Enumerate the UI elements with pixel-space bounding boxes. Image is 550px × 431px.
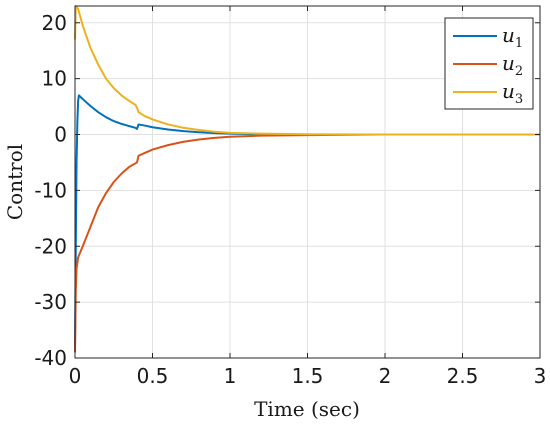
x-tick-label: 3 — [534, 364, 547, 388]
y-tick-label: 20 — [42, 11, 67, 35]
legend-subscript-2: 2 — [515, 64, 523, 79]
legend-subscript-1: 1 — [515, 36, 523, 51]
x-tick-label: 1 — [224, 364, 237, 388]
x-axis-title: Time (sec) — [254, 397, 360, 421]
tick-layer: 0 0.5 1 1.5 2 2.5 3 -40 -30 -20 -10 0 10 20 — [34, 6, 546, 388]
y-tick-label: -40 — [34, 346, 67, 370]
x-tick-label: 2 — [379, 364, 392, 388]
x-tick-label: 0.5 — [137, 364, 169, 388]
x-tick-label: 0 — [69, 364, 82, 388]
series-line-2 — [74, 133, 540, 353]
y-tick-label: -30 — [34, 290, 67, 314]
y-axis-title: Control — [3, 144, 27, 220]
y-tick-label: 10 — [42, 67, 67, 91]
x-tick-label: 2.5 — [447, 364, 479, 388]
series-layer — [74, 5, 540, 353]
legend-subscript-3: 3 — [515, 92, 523, 107]
series-line-3 — [74, 5, 540, 136]
y-tick-label: -20 — [34, 234, 67, 258]
x-tick-label: 1.5 — [292, 364, 324, 388]
y-tick-label: -10 — [34, 178, 67, 202]
y-tick-label: 0 — [54, 123, 67, 147]
